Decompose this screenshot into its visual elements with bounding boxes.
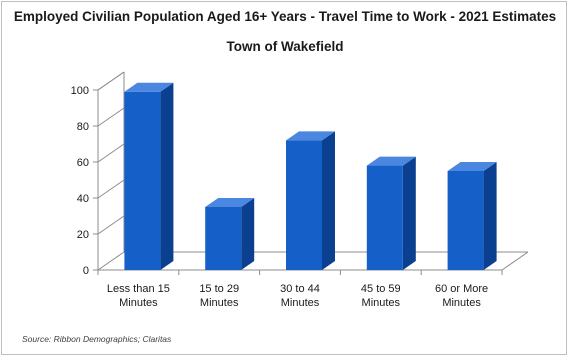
y-tick-label: 40 [77, 193, 89, 205]
y-tick-label: 80 [77, 121, 89, 133]
bar-top [447, 162, 497, 171]
bar-side [483, 162, 497, 270]
bar-side [241, 198, 255, 270]
bar-side [402, 156, 416, 270]
x-tick-label: Minutes [362, 297, 401, 309]
x-tick-label: 30 to 44 [280, 283, 320, 295]
y-tick-label: 0 [83, 265, 89, 277]
bar-side [322, 131, 335, 270]
bar [447, 171, 484, 270]
side-wall-gridline [97, 179, 125, 199]
side-wall-gridline [97, 71, 125, 91]
side-wall-gridline [97, 143, 125, 163]
bar-top [366, 156, 416, 166]
side-wall-gridline [97, 215, 125, 235]
x-tick-label: Minutes [442, 297, 481, 309]
bar [205, 207, 242, 270]
bar-top [286, 131, 335, 141]
chart-source: Source: Ribbon Demographics; Claritas [22, 334, 172, 344]
floor-right-edge [501, 251, 529, 271]
x-tick-label: 60 or More [435, 283, 488, 295]
y-tick-label: 60 [77, 157, 89, 169]
x-tick-label: Minutes [281, 297, 320, 309]
bar-top [124, 82, 174, 92]
x-tick-label: Minutes [119, 297, 158, 309]
chart-subtitle: Town of Wakefield [226, 39, 344, 54]
bar [124, 91, 161, 270]
bar [286, 140, 322, 270]
y-tick-label: 100 [71, 85, 89, 97]
x-tick-label: 45 to 59 [361, 283, 401, 295]
chart-title: Employed Civilian Population Aged 16+ Ye… [13, 9, 557, 24]
side-wall-gridline [97, 107, 125, 127]
x-tick-label: Less than 15 [107, 283, 170, 295]
x-tick-label: 15 to 29 [199, 283, 239, 295]
side-wall-gridline [97, 251, 125, 271]
x-tick-label: Minutes [200, 297, 239, 309]
bar [366, 165, 403, 270]
bar-top [205, 198, 255, 207]
bar-side [160, 82, 174, 270]
y-tick-label: 20 [77, 229, 89, 241]
